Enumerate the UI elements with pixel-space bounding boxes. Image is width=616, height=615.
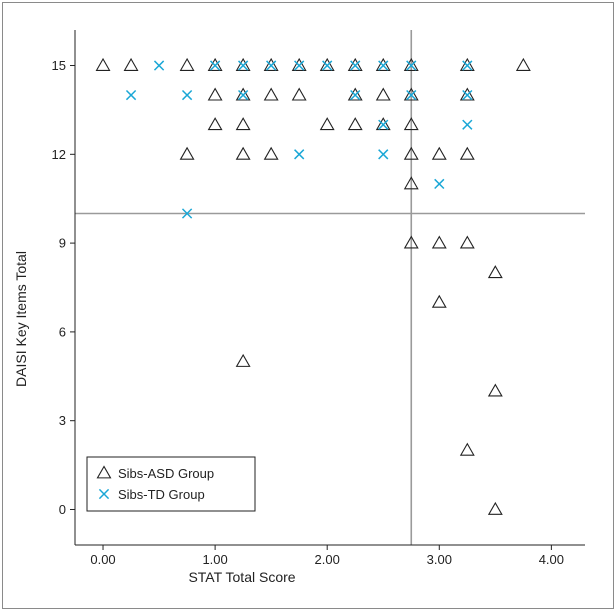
- x-tick-label: 2.00: [315, 552, 340, 567]
- data-point-sibs-asd: [489, 503, 502, 514]
- data-point-sibs-asd: [461, 148, 474, 159]
- data-point-sibs-td: [182, 91, 191, 100]
- data-point-sibs-td: [154, 61, 163, 70]
- data-point-sibs-td: [295, 150, 304, 159]
- x-axis-label: STAT Total Score: [188, 569, 295, 585]
- y-axis-label: DAISI Key Items Total: [13, 251, 29, 387]
- scatter-chart: 0.00 1.00 2.00 3.00 4.00 0 3 6 9 12 15 Sibs-ASD Gr…: [3, 3, 615, 610]
- data-point-sibs-asd: [237, 355, 250, 366]
- data-point-sibs-asd: [209, 89, 222, 100]
- data-point-sibs-asd: [125, 59, 138, 70]
- data-point-sibs-asd: [461, 444, 474, 455]
- data-point-sibs-asd: [181, 148, 194, 159]
- data-point-sibs-asd: [97, 59, 110, 70]
- x-tick-label: 4.00: [539, 552, 564, 567]
- data-point-sibs-asd: [433, 237, 446, 248]
- data-point-sibs-asd: [433, 296, 446, 307]
- data-point-sibs-td: [126, 91, 135, 100]
- data-point-sibs-asd: [265, 148, 278, 159]
- x-tick-label: 3.00: [427, 552, 452, 567]
- data-point-sibs-asd: [489, 385, 502, 396]
- data-point-sibs-asd: [489, 266, 502, 277]
- legend: Sibs-ASD Group Sibs-TD Group: [87, 457, 255, 511]
- data-point-sibs-asd: [293, 89, 306, 100]
- legend-label: Sibs-TD Group: [118, 487, 205, 502]
- y-tick-label: 6: [59, 324, 66, 339]
- x-tick-label: 0.00: [90, 552, 115, 567]
- data-point-sibs-asd: [209, 118, 222, 129]
- data-point-sibs-asd: [461, 237, 474, 248]
- data-point-sibs-asd: [265, 89, 278, 100]
- y-tick-label: 15: [52, 58, 66, 73]
- data-point-sibs-asd: [433, 148, 446, 159]
- data-point-sibs-asd: [377, 89, 390, 100]
- legend-label: Sibs-ASD Group: [118, 466, 214, 481]
- data-point-sibs-asd: [237, 148, 250, 159]
- y-tick-label: 0: [59, 502, 66, 517]
- data-point-sibs-asd: [181, 59, 194, 70]
- data-point-sibs-asd: [237, 118, 250, 129]
- data-point-sibs-td: [435, 179, 444, 188]
- data-point-sibs-asd: [321, 118, 334, 129]
- data-point-sibs-td: [463, 120, 472, 129]
- y-tick-label: 12: [52, 147, 66, 162]
- data-point-sibs-asd: [349, 118, 362, 129]
- x-tick-label: 1.00: [202, 552, 227, 567]
- data-marks: [97, 59, 530, 514]
- data-point-sibs-asd: [517, 59, 530, 70]
- y-tick-label: 3: [59, 413, 66, 428]
- data-point-sibs-td: [379, 150, 388, 159]
- y-tick-label: 9: [59, 236, 66, 251]
